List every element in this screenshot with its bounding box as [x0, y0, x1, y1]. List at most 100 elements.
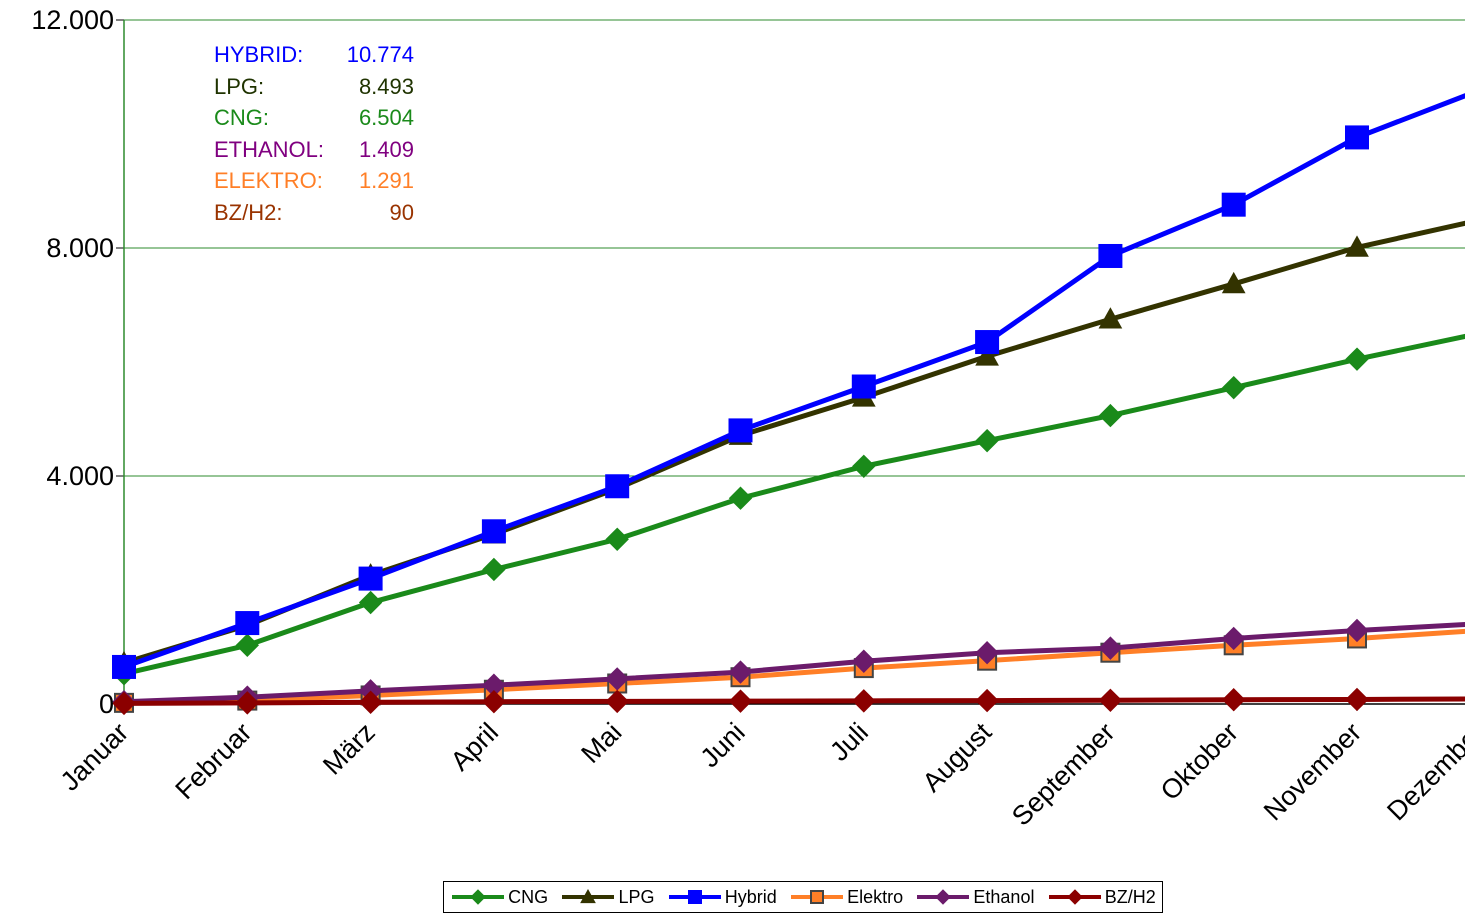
legend-swatch [1048, 889, 1101, 905]
series-line [123, 696, 1465, 706]
diamond-marker [1098, 688, 1123, 713]
diamond-marker [852, 454, 876, 479]
x-tick-label: November [1258, 717, 1367, 826]
triangle-marker [1221, 271, 1246, 294]
y-tick-label: 12.000 [31, 5, 114, 35]
square-marker [851, 374, 876, 399]
square-marker [975, 330, 1000, 355]
summary-value: 10.774 [346, 42, 414, 67]
legend-swatch [917, 889, 970, 905]
summary-label: ETHANOL: [214, 136, 325, 162]
x-tick-label: Juli [824, 717, 874, 767]
legend-item-lpg: LPG [560, 887, 654, 908]
x-tick-label: August [917, 717, 998, 798]
diamond-marker [358, 590, 383, 615]
x-tick-label: Oktober [1155, 717, 1244, 806]
diamond-marker [1345, 347, 1369, 371]
x-tick-label: September [1006, 717, 1121, 832]
square-marker [358, 566, 383, 591]
square-marker [235, 611, 260, 636]
legend-swatch [452, 889, 505, 905]
triangle-marker [975, 344, 999, 366]
summary-row-hybrid: HYBRID: 10.774 [214, 39, 414, 71]
x-tick-label: März [317, 717, 381, 781]
triangle-marker [580, 889, 597, 904]
x-tick-label: Februar [169, 717, 257, 805]
diamond-marker [235, 691, 260, 715]
summary-row-ethanol: ETHANOL: 1.409 [214, 134, 414, 166]
diamond-marker [605, 689, 629, 714]
square-marker [1098, 243, 1123, 268]
square-marker [687, 890, 702, 904]
square-marker [728, 418, 753, 443]
diamond-marker [852, 649, 876, 673]
diamond-marker [605, 527, 629, 551]
diamond-marker [975, 428, 999, 453]
summary-label: BZ/H2: [214, 199, 283, 225]
summary-value: 1.409 [358, 136, 414, 162]
summary-row-elektro: ELEKTRO: 1.291 [214, 165, 414, 197]
summary-row-cng: CNG: 6.504 [214, 102, 414, 134]
series-lpg [112, 220, 1465, 673]
legend-label: LPG [618, 886, 655, 907]
series-cng [112, 333, 1465, 686]
square-marker [112, 654, 136, 679]
legend-item-cng: CNG [450, 887, 548, 908]
series-lines [112, 93, 1465, 716]
y-tick-label: 4.000 [46, 461, 114, 491]
legend-label: Elektro [847, 886, 904, 907]
diamond-marker [1098, 636, 1123, 660]
legend-item-bzh2: BZ/H2 [1047, 887, 1156, 908]
x-tick-label: Juni [695, 717, 751, 773]
diamond-marker [1221, 626, 1246, 651]
diamond-marker [975, 640, 999, 665]
series-bzh2 [112, 687, 1465, 716]
series-line [123, 93, 1465, 670]
series-hybrid [112, 93, 1465, 679]
legend-swatch [791, 890, 844, 904]
square-marker [1221, 192, 1246, 217]
legend-label: Ethanol [973, 886, 1035, 907]
diamond-marker [1345, 618, 1369, 643]
diamond-marker [1221, 375, 1246, 400]
diamond-marker [482, 557, 506, 582]
summary-value: 8.493 [358, 73, 414, 99]
diamond-marker [1345, 687, 1369, 712]
summary-label: HYBRID: [214, 42, 304, 67]
x-tick-label: Januar [55, 717, 135, 797]
y-tick-label: 8.000 [46, 233, 114, 263]
diamond-marker [235, 633, 260, 657]
legend-item-hybrid: Hybrid [667, 887, 777, 908]
summary-row-bzh2: BZ/H2: 90 [214, 197, 414, 229]
summary-label: CNG: [214, 105, 269, 130]
square-outline-marker [810, 890, 825, 904]
diamond-marker [358, 690, 383, 714]
chart-legend: CNG LPG Hybrid Elektro Ethanol BZ/H2 [443, 881, 1163, 913]
summary-value: 1.291 [358, 168, 414, 193]
x-tick-label: April [445, 717, 504, 776]
legend-swatch [668, 890, 721, 904]
y-tick-label: 0 [99, 689, 114, 719]
legend-item-ethanol: Ethanol [915, 887, 1034, 908]
diamond-marker [1221, 688, 1246, 712]
summary-label: LPG: [214, 73, 265, 99]
diamond-marker [728, 486, 753, 510]
summary-row-lpg: LPG: 8.493 [214, 71, 414, 103]
x-tick-label: Mai [575, 717, 627, 769]
triangle-marker [1345, 235, 1369, 257]
totals-summary: HYBRID: 10.774 LPG: 8.493 CNG: 6.504 ETH… [214, 39, 414, 228]
summary-label: ELEKTRO: [214, 168, 323, 193]
diamond-marker [1098, 403, 1123, 428]
diamond-marker [975, 688, 999, 713]
legend-swatch [562, 889, 615, 904]
diamond-marker [935, 889, 952, 905]
summary-value: 6.504 [358, 105, 414, 130]
diamond-marker [470, 889, 486, 905]
square-marker [481, 519, 506, 544]
diamond-marker [728, 689, 753, 713]
diamond-marker [728, 660, 753, 684]
square-marker [1345, 125, 1369, 150]
legend-item-elektro: Elektro [789, 887, 903, 908]
legend-label: Hybrid [724, 886, 777, 907]
